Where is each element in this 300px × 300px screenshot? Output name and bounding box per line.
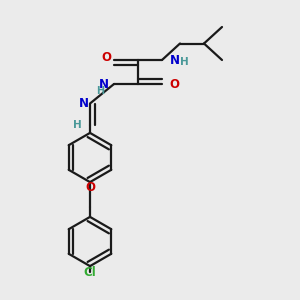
Text: N: N xyxy=(78,97,88,110)
Text: H: H xyxy=(96,86,104,96)
Text: H: H xyxy=(180,57,189,68)
Text: N: N xyxy=(99,78,109,91)
Text: O: O xyxy=(85,181,95,194)
Text: Cl: Cl xyxy=(84,266,96,280)
Text: O: O xyxy=(101,51,112,64)
Text: H: H xyxy=(73,119,82,130)
Text: N: N xyxy=(169,54,179,68)
Text: O: O xyxy=(169,78,179,91)
